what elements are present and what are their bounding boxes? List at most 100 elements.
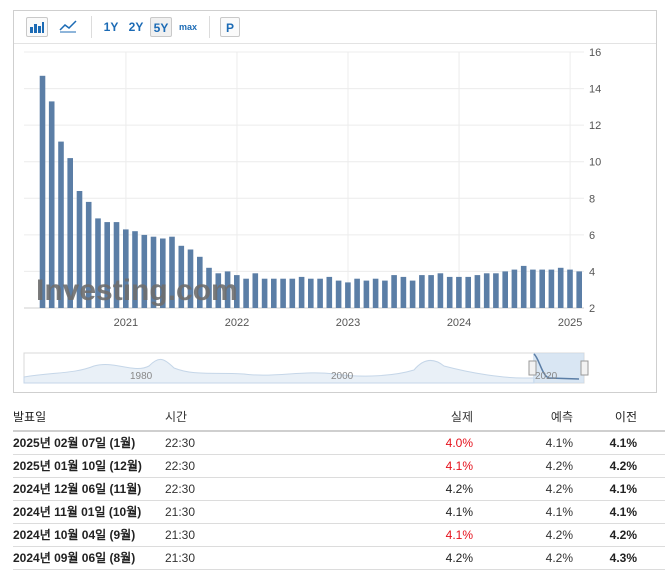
chart-bar[interactable] — [113, 222, 120, 308]
chart-bar[interactable] — [243, 278, 249, 308]
chart-bar[interactable] — [409, 280, 416, 308]
chart-bar[interactable] — [234, 275, 240, 308]
row-time: 21:30 — [165, 528, 196, 542]
p-button[interactable]: P — [220, 17, 240, 37]
toolbar-divider — [209, 16, 210, 38]
table-row: 2024년 11월 01일 (10월) 21:30 4.1% 4.1% 4.1% — [13, 501, 665, 524]
economic-calendar-table: 발표일 시간 실제 예측 이전 2025년 02월 07일 (1월) 22:30 4… — [13, 406, 665, 570]
chart-bar[interactable] — [530, 269, 536, 308]
chart-bar[interactable] — [150, 236, 157, 308]
chart-bar[interactable] — [567, 269, 573, 308]
chart-bar[interactable] — [271, 278, 277, 308]
row-date: 2025년 01월 10일 (12월) — [13, 459, 142, 473]
chart-bar[interactable] — [76, 191, 83, 308]
chart-bar[interactable] — [474, 275, 481, 308]
range-1y-button[interactable]: 1Y — [103, 20, 119, 34]
chart-bar[interactable] — [400, 276, 407, 308]
bar-chart-icon[interactable] — [26, 17, 48, 37]
chart-bar[interactable] — [363, 280, 370, 308]
chart-bar[interactable] — [39, 75, 46, 308]
chart-bar[interactable] — [104, 222, 110, 308]
chart-bar[interactable] — [132, 231, 138, 308]
chart-bar[interactable] — [261, 278, 268, 308]
row-forecast: 4.2% — [545, 459, 573, 473]
table-header: 발표일 시간 실제 예측 이전 — [13, 406, 665, 432]
chart-bar[interactable] — [308, 278, 314, 308]
chart-bar[interactable] — [187, 249, 194, 309]
chart-bar[interactable] — [372, 278, 379, 308]
row-date: 2024년 10월 04일 (9월) — [13, 528, 136, 542]
chart-bar[interactable] — [391, 275, 397, 308]
chart-bar[interactable] — [511, 269, 518, 308]
chart-bar[interactable] — [298, 276, 305, 308]
x-tick-label: 2025 — [558, 317, 582, 329]
row-time: 22:30 — [165, 482, 196, 496]
chart-panel: 1Y 2Y 5Y max P 16 14 12 10 8 6 4 2 2021 2022 2023… — [13, 10, 657, 393]
y-tick-label: 4 — [589, 266, 595, 278]
navigator[interactable]: 1980 2000 2020 — [23, 352, 589, 384]
chart-bar[interactable] — [58, 141, 64, 308]
row-date: 2025년 02월 07일 (1월) — [13, 436, 136, 450]
y-tick-label: 8 — [589, 193, 595, 205]
chart-bar[interactable] — [576, 271, 582, 308]
chart-bar[interactable] — [548, 269, 555, 308]
table-row: 2025년 02월 07일 (1월) 22:30 4.0% 4.1% 4.1% — [13, 432, 665, 455]
chart-bar[interactable] — [539, 269, 545, 308]
chart-bar[interactable] — [465, 276, 471, 308]
chart-bar[interactable] — [48, 101, 55, 309]
chart-bar[interactable] — [206, 267, 212, 308]
row-forecast: 4.2% — [545, 551, 573, 565]
header-time: 시간 — [165, 410, 188, 424]
chart-bar[interactable] — [141, 234, 148, 308]
header-forecast: 예측 — [550, 410, 573, 424]
chart-bar[interactable] — [85, 201, 92, 308]
chart-bar[interactable] — [224, 271, 231, 308]
chart-bar[interactable] — [419, 275, 425, 308]
chart-bar[interactable] — [178, 245, 185, 308]
row-previous: 4.1% — [609, 436, 637, 450]
chart-bar[interactable] — [345, 282, 351, 308]
row-time: 22:30 — [165, 436, 196, 450]
chart-bar[interactable] — [67, 158, 73, 308]
range-2y-button[interactable]: 2Y — [128, 20, 144, 34]
chart-bar[interactable] — [437, 273, 444, 308]
y-tick-label: 16 — [589, 47, 601, 59]
row-actual: 4.2% — [445, 551, 473, 565]
chart-bar[interactable] — [197, 256, 203, 308]
chart-bar[interactable] — [95, 218, 101, 308]
chart-bar[interactable] — [557, 267, 564, 308]
navigator-right-handle[interactable] — [580, 360, 589, 376]
chart-bar[interactable] — [326, 276, 333, 308]
row-forecast: 4.1% — [545, 436, 573, 450]
range-max-button[interactable]: max — [178, 22, 197, 32]
x-tick-label: 2024 — [447, 317, 471, 329]
row-actual: 4.1% — [445, 528, 473, 542]
chart-bar[interactable] — [493, 273, 499, 308]
chart-bar[interactable] — [483, 273, 490, 308]
header-previous: 이전 — [614, 410, 637, 424]
chart-bar[interactable] — [215, 273, 222, 308]
chart-bar[interactable] — [289, 278, 296, 308]
row-previous: 4.1% — [609, 505, 637, 519]
chart-bar[interactable] — [252, 273, 259, 308]
chart-bar[interactable] — [502, 271, 508, 308]
chart-bar[interactable] — [428, 275, 434, 308]
chart-bar[interactable] — [456, 276, 462, 308]
row-date: 2024년 09월 06일 (8월) — [13, 551, 136, 565]
chart-bar[interactable] — [520, 265, 527, 308]
chart-bar[interactable] — [382, 280, 388, 308]
chart-bar[interactable] — [160, 238, 166, 309]
chart-bar[interactable] — [354, 278, 360, 308]
chart-bar[interactable] — [280, 278, 286, 308]
range-5y-button[interactable]: 5Y — [150, 17, 172, 37]
chart-bar[interactable] — [335, 280, 342, 308]
y-tick-label: 2 — [589, 303, 595, 315]
row-time: 21:30 — [165, 505, 196, 519]
chart-bar[interactable] — [123, 229, 129, 308]
chart-bar[interactable] — [169, 236, 175, 308]
chart-bar[interactable] — [317, 278, 323, 308]
row-forecast: 4.2% — [545, 528, 573, 542]
line-chart-icon[interactable] — [57, 17, 79, 37]
navigator-left-handle[interactable] — [528, 360, 537, 376]
chart-bar[interactable] — [446, 276, 453, 308]
